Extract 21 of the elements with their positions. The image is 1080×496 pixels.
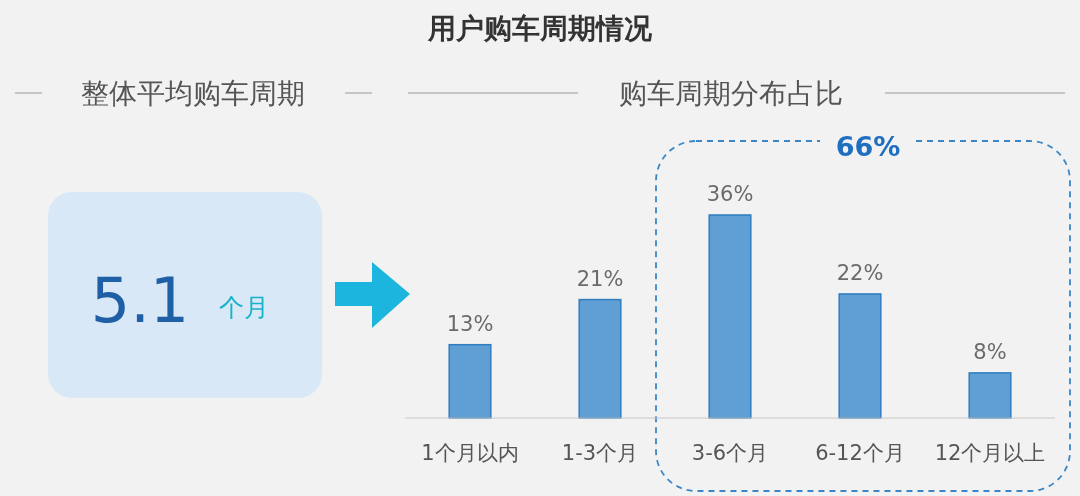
- data-label: 8%: [973, 339, 1007, 364]
- data-label: 36%: [706, 182, 754, 206]
- x-tick-label: 3-6个月: [691, 441, 769, 465]
- text: 个月: [219, 293, 269, 322]
- x-tick-label: 1个月以内: [421, 441, 519, 465]
- text: 整体平均购车周期: [81, 77, 305, 110]
- data-label: 21%: [576, 266, 624, 291]
- bar: [448, 343, 492, 419]
- x-tick-label: 12个月以上: [934, 441, 1046, 465]
- bar: [968, 372, 1012, 419]
- x-tick-label: 1-3个月: [561, 441, 639, 465]
- bar: [578, 298, 622, 419]
- data-label: 13%: [446, 311, 494, 336]
- x-tick-label: 6-12个月: [815, 441, 905, 465]
- bar: [708, 214, 752, 419]
- chart-title: 用户购车周期情况: [427, 12, 653, 45]
- bar: [838, 293, 882, 419]
- chart-subtitle: 购车周期分布占比: [619, 77, 843, 110]
- text: 66%: [835, 131, 901, 162]
- data-label: 22%: [836, 260, 884, 285]
- text: 5.1: [90, 264, 190, 337]
